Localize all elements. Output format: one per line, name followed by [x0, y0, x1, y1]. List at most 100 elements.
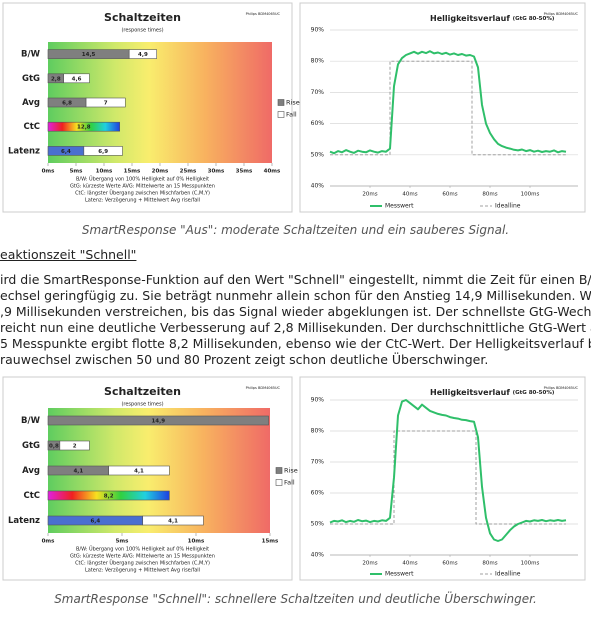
value-label: 14,5 [82, 52, 96, 58]
paragraph-line: ird die SmartResponse-Funktion auf den W… [0, 272, 591, 287]
chart-title-main: Helligkeitsverlauf [430, 388, 510, 397]
footnote: GtG: kürzeste Werte AVG: Mittelwerte an … [70, 554, 215, 560]
heading: eaktionszeit "Schnell" [0, 247, 137, 262]
legend-swatch [277, 99, 285, 106]
footnote: GtG: kürzeste Werte AVG: Mittelwerte an … [70, 184, 215, 190]
y-tick-label: 40% [311, 183, 325, 190]
chart-subtitle: (GtG 80-50%) [513, 16, 555, 22]
chart-title: Helligkeitsverlauf (GtG 80-50%) [430, 388, 555, 397]
value-label: 4,6 [72, 76, 82, 82]
caption: SmartResponse "Schnell": schnellere Scha… [54, 592, 537, 606]
paragraph: ird die SmartResponse-Funktion auf den W… [0, 272, 591, 368]
series-line [330, 430, 566, 525]
x-tick-label: 15ms [124, 169, 141, 175]
series-line [329, 50, 567, 155]
legend-swatch [277, 111, 285, 118]
value-label: 4,1 [168, 519, 178, 525]
x-tick-label: 30ms [208, 169, 225, 175]
value-label: 0,8 [49, 444, 59, 450]
value-label: 4,1 [73, 469, 83, 475]
x-tick-label: 10ms [96, 169, 113, 175]
footnote: Latenz: Verzögerung + Mittelwert Avg ris… [85, 568, 200, 574]
legend-label: Idealline [495, 203, 521, 210]
bar [47, 121, 120, 132]
chart-title: Helligkeitsverlauf (GtG 80-50%) [430, 14, 555, 23]
bar [59, 440, 90, 451]
paragraph-line: echsel geringfügig zu. Sie beträgt nunme… [0, 288, 591, 303]
bar [47, 490, 170, 501]
footnote: CtC: längster Übergang zwischen Mischfar… [75, 560, 210, 567]
value-label: 6,4 [61, 149, 71, 155]
x-tick-label: 40ms [402, 192, 417, 198]
y-tick-label: B/W [21, 50, 41, 60]
value-label: 6,8 [62, 101, 72, 107]
legend-label: Messwert [385, 571, 414, 578]
legend-label: Idealline [495, 571, 521, 578]
legend-label: Fall [284, 479, 295, 487]
x-tick-label: 60ms [442, 561, 457, 567]
footnote: CtC: längster Übergang zwischen Mischfar… [75, 190, 210, 197]
legend-swatch [275, 479, 283, 486]
legend-label: Rise [286, 99, 300, 107]
x-tick-label: 35ms [236, 169, 253, 175]
bar [128, 49, 157, 59]
y-tick-label: 70% [311, 459, 325, 466]
value-label: 6,4 [90, 519, 100, 525]
x-tick-label: 40ms [402, 561, 417, 567]
y-tick-label: 90% [311, 27, 325, 34]
legend-label: Rise [284, 467, 298, 475]
footnote: Latenz: Verzögerung + Mittelwert Avg ris… [85, 198, 200, 204]
brand: Philips BDM4065UC [544, 386, 579, 390]
value-label: 8,2 [104, 494, 114, 500]
bar [63, 73, 90, 84]
value-label: 4,1 [134, 469, 144, 475]
x-tick-label: 5ms [116, 539, 130, 545]
chart-title: Schaltzeiten [104, 385, 181, 398]
x-tick-label: 20ms [362, 561, 377, 567]
y-tick-label: Avg [22, 98, 40, 108]
value-label: 7 [104, 101, 108, 107]
paragraph-line: 5 Messpunkte ergibt flotte 8,2 Milliseku… [0, 336, 591, 351]
footnote: B/W: Übergang von 100% Helligkeit auf 0%… [76, 546, 209, 553]
x-tick-label: 20ms [362, 192, 377, 198]
x-tick-label: 15ms [262, 539, 279, 545]
value-label: 4,9 [138, 52, 148, 58]
brand: Philips BDM4065UC [246, 386, 281, 390]
legend-label: Messwert [385, 203, 414, 210]
chart-title-main: Helligkeitsverlauf [430, 14, 510, 23]
x-tick-label: 25ms [180, 169, 197, 175]
value-label: 6,9 [98, 149, 108, 155]
x-tick-label: 80ms [482, 192, 497, 198]
y-tick-label: Latenz [8, 146, 40, 156]
x-tick-label: 5ms [70, 169, 84, 175]
x-tick-label: 20ms [152, 169, 169, 175]
y-tick-label: 80% [311, 58, 325, 65]
y-tick-label: 50% [311, 521, 325, 528]
chart-title: Schaltzeiten [104, 11, 181, 24]
caption: SmartResponse "Aus": moderate Schaltzeit… [81, 223, 510, 237]
paragraph-line: ,9 Millisekunden verstreichen, bis das S… [0, 304, 591, 319]
x-tick-label: 40ms [264, 169, 281, 175]
brand: Philips BDM4065UC [544, 12, 579, 16]
x-tick-label: 10ms [188, 539, 205, 545]
y-tick-label: GtG [22, 441, 40, 451]
y-tick-label: 60% [311, 120, 325, 127]
chart-frame [299, 2, 586, 213]
chart-subtitle: (GtG 80-50%) [513, 390, 555, 396]
series-line [330, 60, 566, 156]
legend-swatch [275, 467, 283, 474]
value-label: 12,8 [77, 125, 91, 131]
footnote: B/W: Übergang von 100% Helligkeit auf 0%… [76, 176, 209, 183]
brand: Philips BDM4065UC [246, 12, 281, 16]
paragraph-line: reicht nun eine deutliche Verbesserung a… [0, 320, 591, 335]
x-tick-label: 100ms [521, 561, 540, 567]
y-tick-label: GtG [22, 74, 40, 84]
chart-subtitle: (response times) [121, 28, 163, 34]
y-tick-label: B/W [21, 416, 41, 426]
value-label: 2,8 [51, 76, 61, 82]
y-tick-label: 50% [311, 151, 325, 158]
y-tick-label: 90% [311, 397, 325, 404]
y-tick-label: 40% [311, 552, 325, 559]
